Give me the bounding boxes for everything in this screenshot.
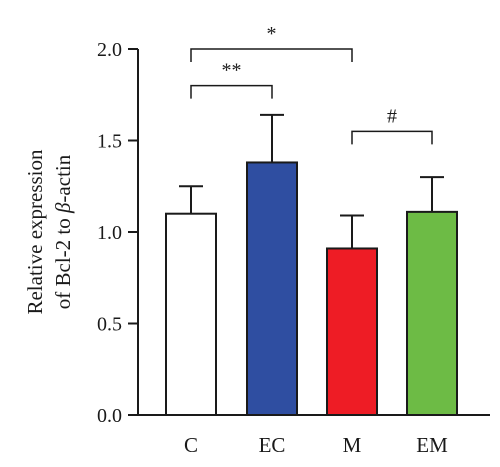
x-tick-label-em: EM <box>416 433 448 457</box>
y-tick-label: 1.5 <box>97 131 122 153</box>
bar-c <box>165 212 217 416</box>
y-tick-label: 0.0 <box>97 405 122 427</box>
y-axis-title: Relative expression of Bcl-2 to β-actin <box>23 149 75 315</box>
x-tick-label-m: M <box>343 433 362 457</box>
y-axis: 0.0 0.5 1.0 1.5 2.0 <box>97 39 139 427</box>
y-tick-label: 0.5 <box>97 314 122 336</box>
x-tick-labels: C EC M EM <box>184 433 448 457</box>
bar-ec <box>246 161 298 416</box>
significance-bracket-2 <box>351 130 433 145</box>
error-bars <box>179 113 444 249</box>
significance-bracket-1 <box>190 84 273 99</box>
significance-brackets: ***# <box>190 23 433 145</box>
bar-m <box>326 247 378 416</box>
significance-bracket-0 <box>190 48 353 62</box>
significance-label-2: # <box>387 105 397 127</box>
y-axis-title-line1: Relative expression <box>23 149 47 315</box>
x-tick-label-c: C <box>184 433 198 457</box>
x-tick-label-ec: EC <box>259 433 286 457</box>
y-tick-label: 2.0 <box>97 39 122 61</box>
significance-label-0: * <box>267 23 277 45</box>
y-axis-title-line2: of Bcl-2 to β-actin <box>51 154 75 309</box>
bars <box>165 161 458 416</box>
significance-label-1: ** <box>222 60 242 82</box>
bar-em <box>406 210 458 416</box>
y-tick-label: 1.0 <box>97 222 122 244</box>
